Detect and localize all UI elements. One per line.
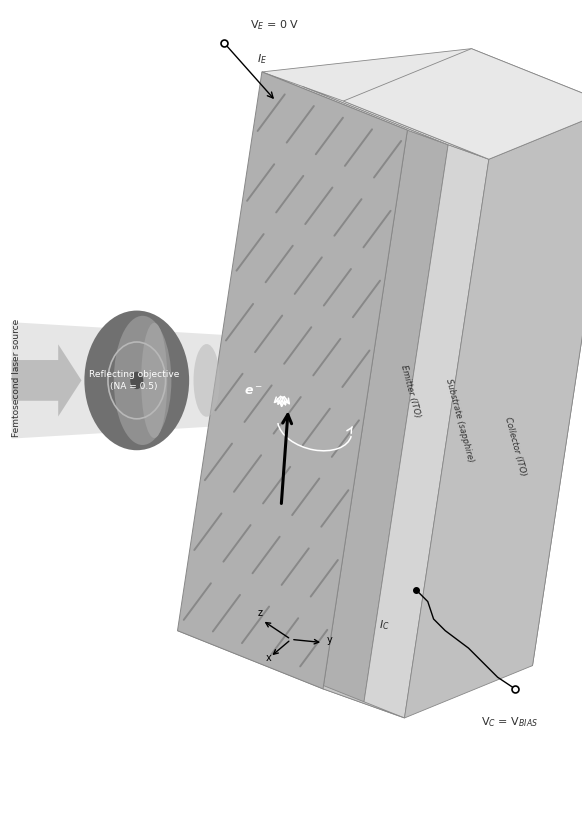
Polygon shape xyxy=(262,72,448,145)
Ellipse shape xyxy=(141,323,168,438)
Text: $I_C$: $I_C$ xyxy=(379,618,389,631)
Polygon shape xyxy=(12,344,81,417)
Text: Emitter (ITO): Emitter (ITO) xyxy=(399,364,422,419)
Text: y: y xyxy=(327,635,332,645)
Text: Reflecting objective
(NA = 0.5): Reflecting objective (NA = 0.5) xyxy=(88,370,179,391)
Polygon shape xyxy=(323,106,582,689)
Text: x: x xyxy=(266,654,271,663)
Text: Collector (ITO): Collector (ITO) xyxy=(503,416,527,477)
Polygon shape xyxy=(178,631,404,718)
Text: V$_E$ = 0 V: V$_E$ = 0 V xyxy=(250,19,300,32)
Polygon shape xyxy=(343,48,582,159)
Text: e$^-$: e$^-$ xyxy=(244,385,263,398)
Polygon shape xyxy=(303,87,489,159)
Text: Femtosecond laser source: Femtosecond laser source xyxy=(12,319,21,437)
Polygon shape xyxy=(364,145,489,718)
Polygon shape xyxy=(178,72,407,689)
Polygon shape xyxy=(404,106,582,718)
Ellipse shape xyxy=(114,316,171,445)
Ellipse shape xyxy=(193,344,220,417)
Text: z: z xyxy=(258,609,263,618)
Ellipse shape xyxy=(84,310,189,450)
Ellipse shape xyxy=(130,372,143,389)
Polygon shape xyxy=(12,322,303,439)
Text: $I_E$: $I_E$ xyxy=(257,52,267,66)
Text: Substrate (sapphire): Substrate (sapphire) xyxy=(444,378,475,463)
Text: V$_C$ = V$_{BIAS}$: V$_C$ = V$_{BIAS}$ xyxy=(481,715,538,729)
Polygon shape xyxy=(262,48,582,130)
Polygon shape xyxy=(323,130,448,704)
